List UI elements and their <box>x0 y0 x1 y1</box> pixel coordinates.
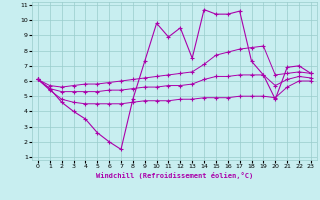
X-axis label: Windchill (Refroidissement éolien,°C): Windchill (Refroidissement éolien,°C) <box>96 172 253 179</box>
